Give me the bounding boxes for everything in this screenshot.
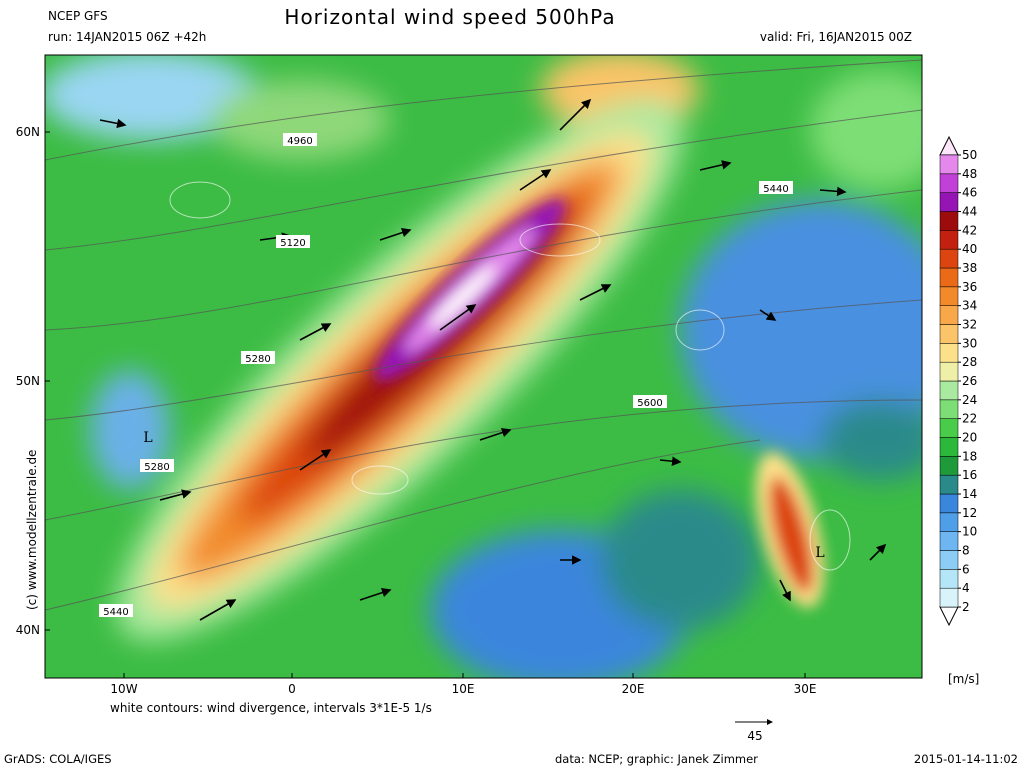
colorbar-label: 10: [962, 525, 977, 539]
colorbar-label: 20: [962, 431, 977, 445]
colorbar-label: 32: [962, 318, 977, 332]
colorbar-label: 6: [962, 562, 970, 576]
colorbar-segment: [939, 587, 959, 608]
colorbar-label: 12: [962, 506, 977, 520]
contour-label: 5600: [637, 398, 662, 409]
unit-label: [m/s]: [948, 672, 979, 686]
map-frame: [44, 54, 923, 679]
contour-label-box: [241, 351, 275, 364]
contour-label: 5120: [280, 238, 305, 249]
title: Horizontal wind speed 500hPa: [284, 5, 615, 29]
lat-label: 50N: [16, 374, 40, 388]
colorbar-segment: [939, 173, 959, 193]
lon-label: 10W: [110, 682, 137, 696]
valid-label: valid: Fri, 16JAN2015 00Z: [760, 30, 912, 44]
colorbar-segment: [939, 456, 959, 476]
colorbar-label: 26: [962, 374, 977, 388]
colorbar-tip-low: [939, 606, 959, 627]
colorbar-segment: [939, 550, 959, 570]
model-label: NCEP GFS: [48, 9, 108, 23]
colorbar-label: 36: [962, 280, 977, 294]
colorbar-label: 22: [962, 412, 977, 426]
colorbar-segment: [939, 493, 959, 514]
wind-field: [45, 55, 922, 678]
colorbar-label: 16: [962, 468, 977, 482]
colorbar-label: 14: [962, 487, 977, 501]
low-pressure-marker: L: [815, 545, 824, 561]
colorbar-label: 34: [962, 299, 977, 313]
colorbar-label: 30: [962, 336, 977, 350]
colorbar-label: 48: [962, 167, 977, 181]
contour-label-box: [99, 604, 133, 617]
colorbar-segment: [939, 361, 959, 382]
colorbar-segment: [939, 531, 959, 551]
colorbar-label: 46: [962, 186, 977, 200]
colorbar-label: 18: [962, 449, 977, 463]
divergence-note: white contours: wind divergence, interva…: [110, 701, 432, 715]
colorbar-segment: [939, 512, 959, 532]
run-label: run: 14JAN2015 06Z +42h: [48, 30, 206, 44]
footer-timestamp: 2015-01-14-11:02: [914, 752, 1018, 766]
colorbar-segment: [939, 230, 959, 250]
colorbar-segment: [939, 248, 959, 269]
lon-label: 0: [288, 682, 296, 696]
colorbar-segment: [939, 211, 959, 231]
contour-label-box: [633, 395, 667, 408]
colorbar-label: 4: [962, 581, 970, 595]
footer-source: data: NCEP; graphic: Janek Zimmer: [555, 752, 758, 766]
colorbar-label: 40: [962, 242, 977, 256]
colorbar-label: 44: [962, 205, 977, 219]
contour-label-box: [276, 235, 310, 248]
colorbar-tip-high: [939, 135, 959, 156]
contour-label: 5280: [144, 462, 169, 473]
contour-label-box: [283, 133, 317, 146]
low-pressure-marker: L: [143, 430, 152, 446]
reference-value: 45: [747, 729, 762, 743]
colorbar-segment: [939, 569, 959, 589]
footer-software: GrADS: COLA/IGES: [4, 752, 112, 766]
colorbar-label: 24: [962, 393, 977, 407]
lat-label: 40N: [16, 623, 40, 637]
colorbar-segment: [939, 343, 959, 363]
colorbar-label: 2: [962, 600, 970, 614]
colorbar-segment: [939, 399, 959, 419]
colorbar-label: 50: [962, 148, 977, 162]
credit: (c) www.modellzentrale.de: [25, 450, 39, 610]
colorbar-segment: [939, 267, 959, 288]
colorbar-segment: [939, 474, 959, 495]
colorbar-segment: [939, 380, 959, 401]
colorbar-segment: [939, 192, 959, 212]
colorbar-segment: [939, 305, 959, 325]
colorbar-segment: [939, 286, 959, 306]
lon-label: 30E: [794, 682, 817, 696]
lon-label: 20E: [622, 682, 645, 696]
colorbar-segment: [939, 418, 959, 438]
colorbar-label: 8: [962, 544, 970, 558]
contour-label: 5440: [103, 607, 128, 618]
lon-label: 10E: [452, 682, 475, 696]
contour-label-box: [140, 459, 174, 472]
colorbar-segment: [939, 154, 959, 175]
colorbar-label: 38: [962, 261, 977, 275]
contour-label: 4960: [287, 136, 312, 147]
lat-label: 60N: [16, 125, 40, 139]
contour-label: 5440: [763, 184, 788, 195]
colorbar-label: 28: [962, 355, 977, 369]
contour-label: 5280: [245, 354, 270, 365]
colorbar-label: 42: [962, 223, 977, 237]
colorbar-segment: [939, 324, 959, 344]
contour-label-box: [759, 181, 793, 194]
colorbar-segment: [939, 437, 959, 457]
